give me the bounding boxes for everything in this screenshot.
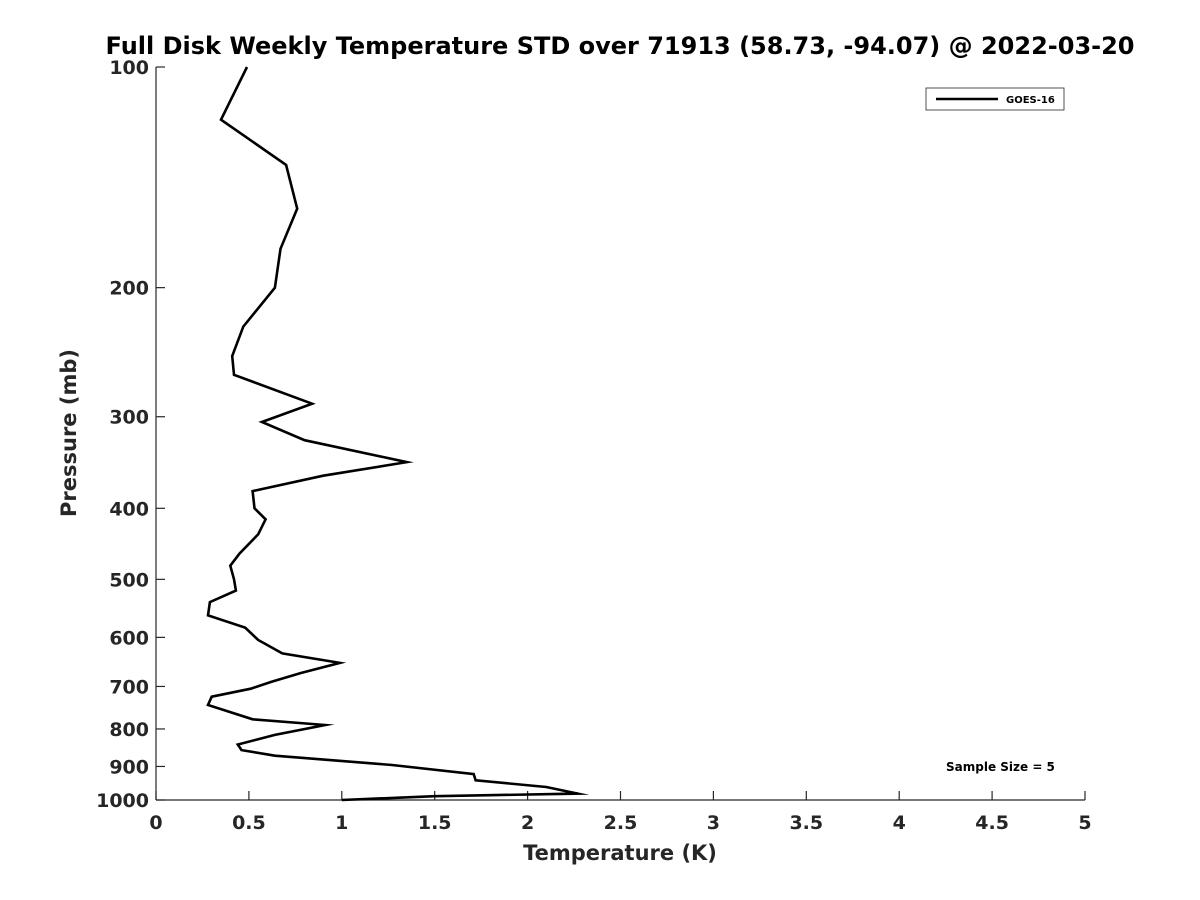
x-tick-label: 2 [521,812,534,834]
x-tick-label: 3.5 [789,812,823,834]
x-tick-label: 0 [149,812,162,834]
series-layer [206,66,590,802]
legend: GOES-16 [925,87,1065,111]
y-tick-label: 500 [109,569,149,591]
axes [155,67,1085,801]
series-line-goes-16 [206,66,590,802]
x-tick-label: 1 [335,812,348,834]
y-tick-label: 900 [109,756,149,778]
sample-size-annotation: Sample Size = 5 [946,760,1055,774]
x-ticks: 0 0.5 1 1.5 2 2.5 3 3.5 4 4.5 5 [149,791,1092,834]
x-tick-label: 3 [707,812,720,834]
y-tick-label: 300 [109,407,149,429]
y-tick-label: 1000 [96,790,149,812]
y-tick-label: 200 [109,278,149,300]
y-axis-label: Pressure (mb) [57,349,81,517]
x-tick-label: 5 [1078,812,1091,834]
x-tick-label: 4 [893,812,906,834]
y-tick-label: 600 [109,627,149,649]
legend-entry-goes-16: GOES-16 [1006,95,1055,106]
y-tick-label: 800 [109,719,149,741]
x-tick-label: 1.5 [418,812,452,834]
y-tick-label: 100 [109,57,149,79]
x-axis-label: Temperature (K) [523,841,717,865]
x-tick-label: 2.5 [604,812,638,834]
x-tick-label: 0.5 [232,812,266,834]
chart-title: Full Disk Weekly Temperature STD over 71… [106,32,1135,60]
x-tick-label: 4.5 [975,812,1009,834]
y-ticks: 100 200 300 400 500 600 700 800 900 1000 [96,57,165,812]
y-tick-label: 400 [109,498,149,520]
y-tick-label: 700 [109,676,149,698]
